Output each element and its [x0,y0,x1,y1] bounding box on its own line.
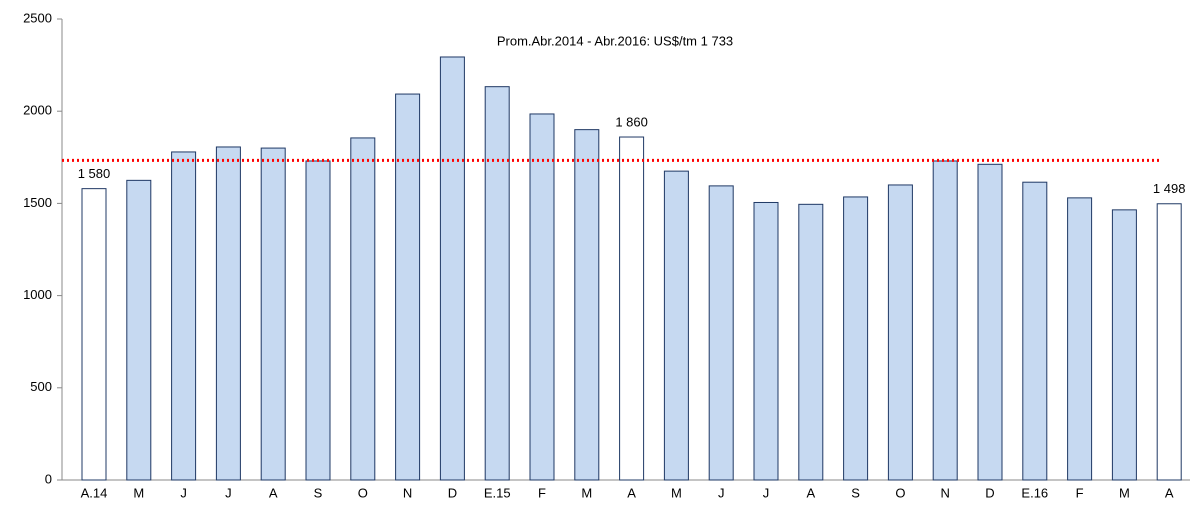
bar [484,86,510,481]
bar [887,184,913,481]
x-tick-label: A.14 [81,485,108,500]
x-tick-label: F [538,485,546,500]
x-tick-label: A [806,485,815,500]
bar [663,170,689,481]
x-tick-label: J [225,485,232,500]
y-tick-label: 2000 [23,103,52,118]
x-tick-label: D [448,485,457,500]
y-tick-label: 1500 [23,195,52,210]
bar [1022,181,1048,481]
x-tick-label: J [763,485,770,500]
x-tick-label: E.16 [1021,485,1048,500]
bar [753,201,779,481]
bar [977,163,1003,481]
average-label: Prom.Abr.2014 - Abr.2016: US$/tm 1 733 [497,33,733,48]
bar [619,136,645,481]
bar [439,56,465,481]
bar [1067,197,1093,481]
bar [1111,209,1137,481]
x-tick-label: S [314,485,323,500]
x-tick-label: O [895,485,905,500]
x-tick-label: D [985,485,994,500]
value-label: 1 498 [1153,181,1186,196]
bar [843,196,869,481]
bar [708,185,734,481]
x-tick-label: A [627,485,636,500]
x-tick-label: N [941,485,950,500]
bar [574,129,600,481]
bar [350,137,376,481]
bar [395,93,421,481]
y-tick-label: 2500 [23,10,52,25]
x-tick-label: A [1165,485,1174,500]
bar [81,188,107,481]
bar [1156,203,1182,481]
x-tick-label: N [403,485,412,500]
x-tick-label: J [180,485,187,500]
x-tick-label: A [269,485,278,500]
bar [798,203,824,481]
value-label: 1 580 [78,166,111,181]
y-tick-label: 0 [45,471,52,486]
x-tick-label: M [581,485,592,500]
y-tick-label: 1000 [23,287,52,302]
x-tick-label: M [133,485,144,500]
value-label: 1 860 [615,114,648,129]
bar [171,151,197,481]
bar [260,147,286,481]
x-tick-label: J [718,485,725,500]
y-tick-label: 500 [30,379,52,394]
bar [529,113,555,481]
bar [305,160,331,481]
bar [215,146,241,481]
x-tick-label: S [851,485,860,500]
bar [932,160,958,481]
bar [126,179,152,481]
x-tick-label: O [358,485,368,500]
x-tick-label: M [1119,485,1130,500]
x-tick-label: F [1076,485,1084,500]
x-tick-label: M [671,485,682,500]
x-tick-label: E.15 [484,485,511,500]
